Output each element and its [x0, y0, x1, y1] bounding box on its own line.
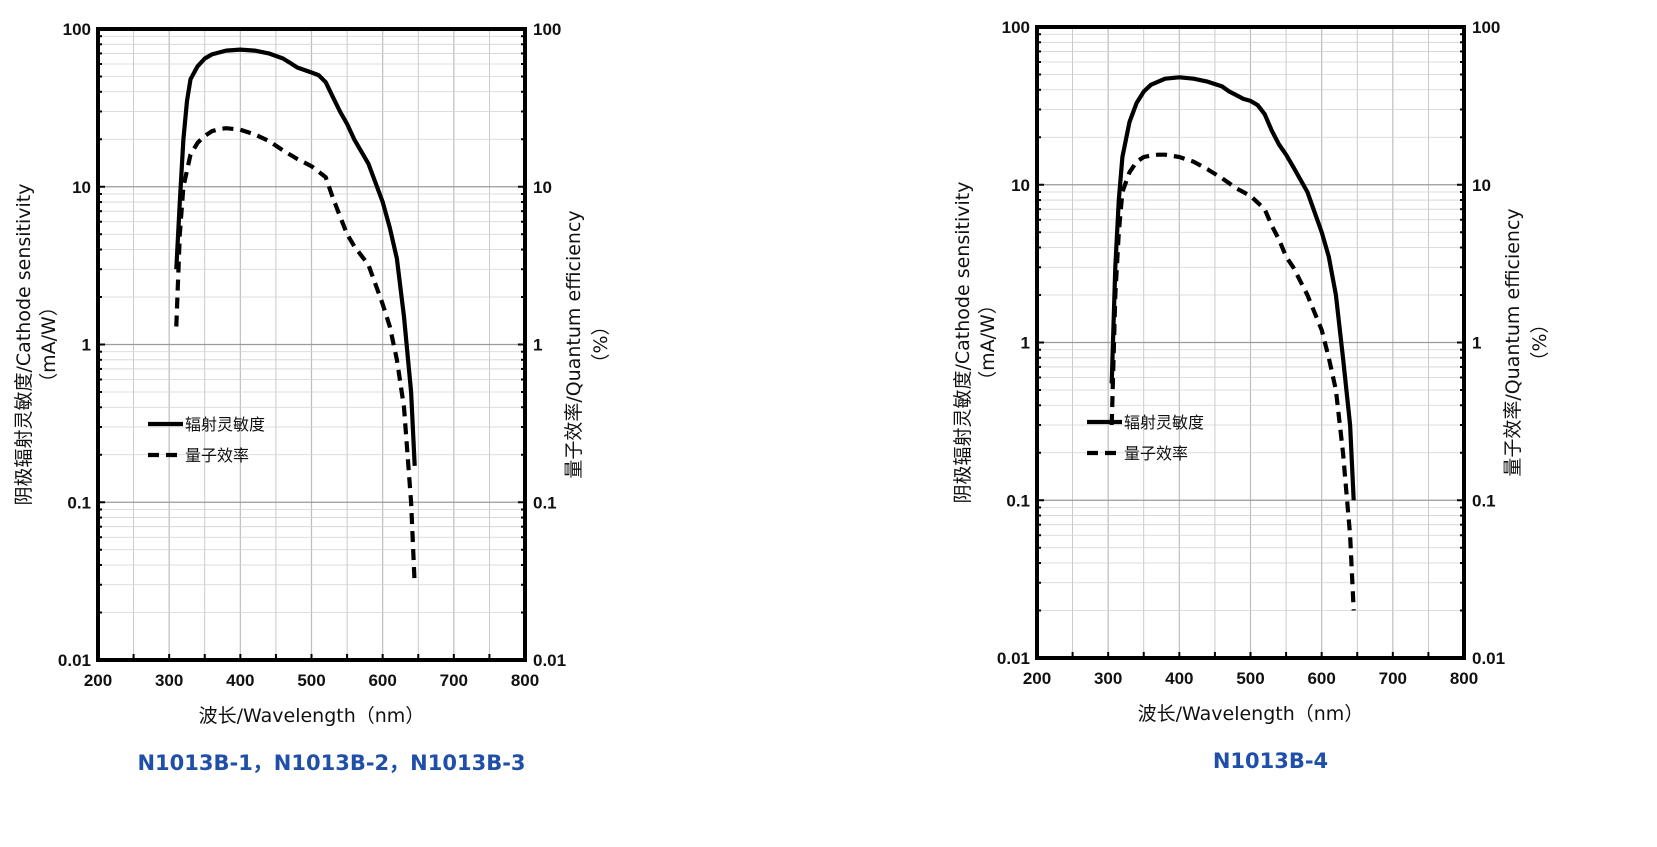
- legend-label-2: 量子效率: [1124, 444, 1188, 463]
- series-line-sensitivity: [174, 47, 417, 467]
- y-axis-label-right: 量子效率/Quantum efficiency: [1502, 208, 1524, 476]
- y-axis-unit-left: （mA/W）: [38, 297, 60, 392]
- y-tick-label-left: 0.1: [67, 493, 91, 512]
- y-tick-label-right: 0.01: [533, 651, 566, 670]
- y-axis-label-left: 阴极辐射灵敏度/Cathode sensitivity: [13, 184, 35, 506]
- x-tick-label: 500: [1236, 669, 1264, 688]
- y-axis-unit-left: （mA/W）: [977, 295, 999, 390]
- y-tick-label-right: 10: [1472, 176, 1491, 195]
- y-tick-label-right: 0.01: [1472, 649, 1505, 668]
- x-tick-label: 400: [226, 671, 254, 690]
- x-tick-label: 800: [511, 671, 539, 690]
- y-tick-label-right: 100: [1472, 18, 1500, 37]
- y-tick-label-right: 0.1: [533, 493, 557, 512]
- y-tick-label-left: 0.01: [997, 649, 1030, 668]
- y-tick-label-left: 10: [72, 178, 91, 197]
- x-tick-label: 200: [1023, 669, 1051, 688]
- legend-label-2: 量子效率: [185, 446, 249, 465]
- y-tick-label-left: 0.01: [58, 651, 91, 670]
- grid: [1037, 27, 1464, 658]
- series-line-quantum-efficiency: [1109, 152, 1356, 611]
- x-tick-label: 400: [1165, 669, 1193, 688]
- x-tick-label: 200: [84, 671, 112, 690]
- x-tick-label: 600: [1307, 669, 1335, 688]
- y-axis-unit-right: （%）: [1529, 314, 1551, 370]
- series-line-sensitivity: [1109, 75, 1356, 501]
- x-tick-label: 300: [155, 671, 183, 690]
- model-caption: N1013B-1，N1013B-2，N1013B-3: [137, 751, 525, 775]
- model-caption: N1013B-4: [1213, 749, 1328, 773]
- y-tick-label-left: 100: [63, 20, 91, 39]
- y-tick-label-left: 0.1: [1006, 491, 1030, 510]
- y-tick-label-right: 0.1: [1472, 491, 1496, 510]
- legend-label-1: 辐射灵敏度: [185, 415, 265, 434]
- y-tick-label-right: 1: [533, 336, 542, 355]
- x-axis-label: 波长/Wavelength（nm）: [1138, 703, 1364, 725]
- y-tick-label-right: 10: [533, 178, 552, 197]
- legend-label-1: 辐射灵敏度: [1124, 413, 1204, 432]
- y-tick-label-left: 10: [1011, 176, 1030, 195]
- x-tick-label: 500: [297, 671, 325, 690]
- y-tick-label-left: 100: [1002, 18, 1030, 37]
- y-tick-label-right: 100: [533, 20, 561, 39]
- x-tick-label: 700: [440, 671, 468, 690]
- x-tick-label: 300: [1094, 669, 1122, 688]
- series-line-quantum-efficiency: [174, 126, 417, 585]
- y-tick-label-left: 1: [1021, 334, 1030, 353]
- grid: [98, 29, 525, 660]
- y-axis-label-right: 量子效率/Quantum efficiency: [563, 210, 585, 478]
- y-tick-label-right: 1: [1472, 334, 1481, 353]
- y-tick-label-left: 1: [82, 336, 91, 355]
- y-axis-unit-right: （%）: [590, 316, 612, 372]
- y-axis-label-left: 阴极辐射灵敏度/Cathode sensitivity: [952, 182, 974, 504]
- x-tick-label: 600: [368, 671, 396, 690]
- x-axis-label: 波长/Wavelength（nm）: [199, 705, 425, 727]
- x-tick-label: 800: [1450, 669, 1478, 688]
- x-tick-label: 700: [1379, 669, 1407, 688]
